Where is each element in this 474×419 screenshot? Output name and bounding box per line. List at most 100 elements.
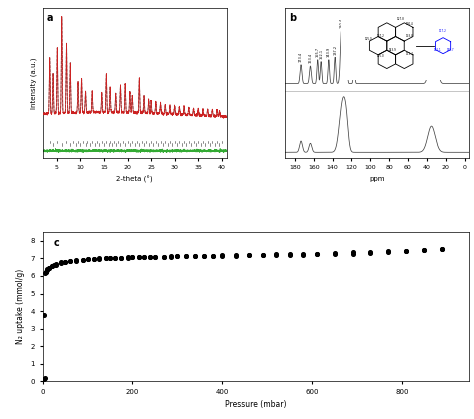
Point xyxy=(140,253,147,260)
Point xyxy=(111,254,118,261)
Point xyxy=(73,257,80,264)
Point xyxy=(118,254,125,261)
Point xyxy=(232,252,239,259)
Point xyxy=(52,260,60,267)
Point xyxy=(191,253,199,259)
Point xyxy=(232,252,239,259)
Point xyxy=(367,250,374,256)
Point xyxy=(128,254,136,261)
Text: 143.9: 143.9 xyxy=(327,47,331,57)
Point xyxy=(111,255,118,261)
Point xyxy=(84,256,91,263)
Point xyxy=(349,249,356,256)
Point xyxy=(402,248,410,255)
Point xyxy=(91,256,98,262)
Y-axis label: N₂ uptake (mmol/g): N₂ uptake (mmol/g) xyxy=(16,269,25,344)
Point xyxy=(57,260,64,267)
Point xyxy=(73,257,80,264)
Point xyxy=(259,252,266,259)
Text: 152.1: 152.1 xyxy=(319,49,323,59)
Text: 125.0: 125.0 xyxy=(345,51,349,61)
Point xyxy=(52,261,60,268)
Point xyxy=(299,251,307,258)
Point xyxy=(286,251,293,258)
Point xyxy=(151,253,159,260)
Point xyxy=(182,253,190,259)
Point xyxy=(219,253,226,259)
Point xyxy=(57,259,64,266)
Text: 173.4: 173.4 xyxy=(299,52,303,62)
Point xyxy=(124,254,132,261)
Point xyxy=(91,256,98,262)
Point xyxy=(384,249,392,256)
Point xyxy=(140,253,147,260)
Text: 155.7: 155.7 xyxy=(316,47,320,57)
Point xyxy=(95,255,102,262)
Point xyxy=(41,270,49,277)
Point xyxy=(182,253,190,259)
X-axis label: 2-theta (°): 2-theta (°) xyxy=(116,176,153,183)
Point xyxy=(46,264,53,271)
Point xyxy=(246,252,253,259)
Text: 35.0: 35.0 xyxy=(429,30,434,38)
Point xyxy=(420,247,428,254)
Point xyxy=(259,251,266,258)
Point xyxy=(48,262,55,269)
Text: 31.0: 31.0 xyxy=(433,40,438,48)
Point xyxy=(402,247,410,254)
Point xyxy=(286,251,293,258)
Point xyxy=(40,311,47,318)
Point xyxy=(384,248,392,255)
Point xyxy=(160,253,168,260)
Point xyxy=(273,251,280,258)
Point xyxy=(102,255,109,261)
Point xyxy=(173,253,181,260)
Point xyxy=(438,246,446,252)
Point xyxy=(42,268,50,275)
Point xyxy=(42,269,50,276)
Point xyxy=(124,254,132,261)
Point xyxy=(146,253,154,260)
Point xyxy=(201,253,208,259)
Point xyxy=(43,267,51,274)
Point xyxy=(46,264,53,271)
Point xyxy=(191,253,199,259)
Text: 130.4: 130.4 xyxy=(339,18,344,28)
Point xyxy=(106,255,114,261)
Point xyxy=(61,258,69,265)
Point xyxy=(79,256,87,263)
X-axis label: Pressure (mbar): Pressure (mbar) xyxy=(225,401,287,409)
Point xyxy=(438,246,446,252)
Point xyxy=(160,253,168,260)
Point xyxy=(313,251,320,258)
Text: 137.2: 137.2 xyxy=(333,44,337,54)
Point xyxy=(331,251,338,257)
Point xyxy=(367,248,374,255)
Point xyxy=(43,266,51,273)
Point xyxy=(173,253,181,260)
Point xyxy=(201,253,208,259)
Point xyxy=(95,255,102,262)
Text: b: b xyxy=(289,13,296,23)
Point xyxy=(313,250,320,257)
Point xyxy=(79,256,87,263)
Point xyxy=(48,263,55,270)
Point xyxy=(349,250,356,257)
Point xyxy=(40,376,47,383)
Y-axis label: Intensity (a.u.): Intensity (a.u.) xyxy=(31,57,37,109)
Text: a: a xyxy=(46,13,53,23)
X-axis label: ppm: ppm xyxy=(370,176,385,182)
Point xyxy=(167,253,174,260)
Point xyxy=(102,255,109,261)
Point xyxy=(246,251,253,258)
Point xyxy=(210,252,217,259)
Point xyxy=(146,253,154,260)
Point xyxy=(219,252,226,259)
Point xyxy=(50,261,58,268)
Point xyxy=(136,254,143,261)
Point xyxy=(61,259,69,266)
Text: 163.4: 163.4 xyxy=(309,53,312,63)
Point xyxy=(136,253,143,260)
Point xyxy=(84,256,91,263)
Text: 127.8: 127.8 xyxy=(342,32,346,42)
